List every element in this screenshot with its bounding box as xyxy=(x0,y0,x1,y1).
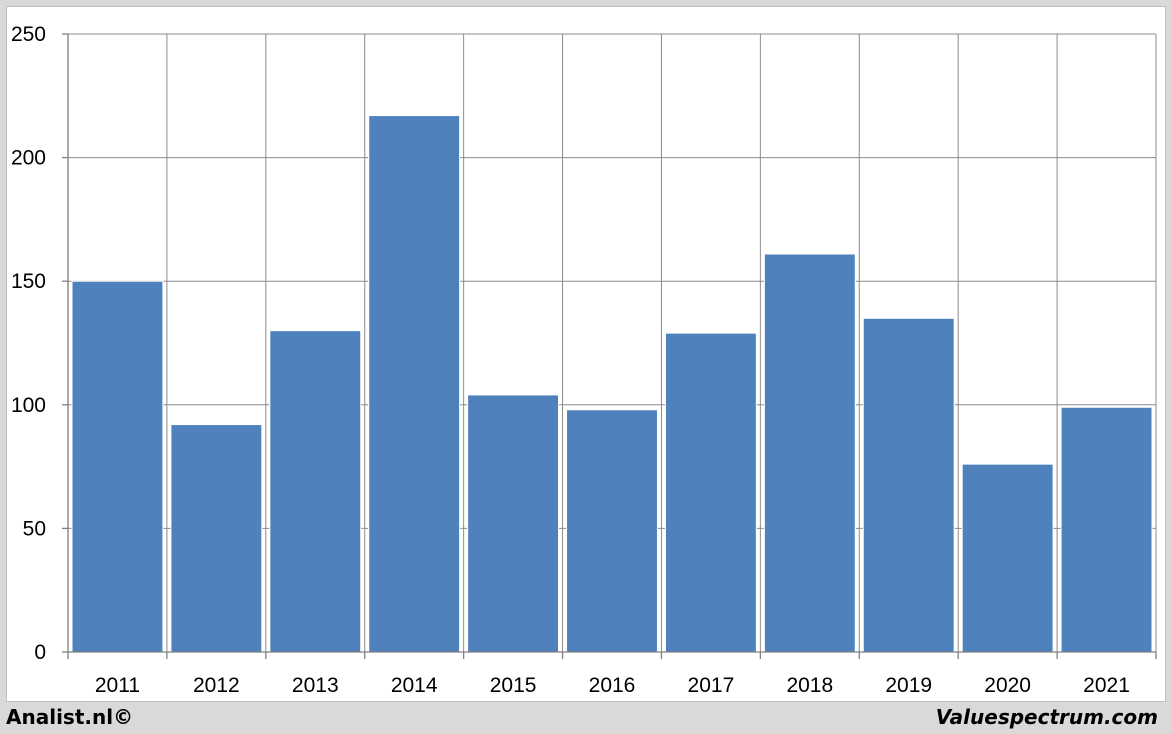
x-tick-label: 2011 xyxy=(95,674,140,697)
bar-2014 xyxy=(368,115,461,653)
x-tick-label: 2012 xyxy=(193,674,240,697)
bar-2013 xyxy=(269,330,362,653)
bar-2019 xyxy=(862,317,955,653)
x-tick-label: 2018 xyxy=(786,674,833,697)
x-tick-label: 2013 xyxy=(292,674,339,697)
bar-2017 xyxy=(664,332,757,653)
bar-2015 xyxy=(467,394,560,653)
x-tick-label: 2015 xyxy=(490,674,537,697)
bar-2020 xyxy=(961,463,1054,653)
y-tick-label: 50 xyxy=(23,517,46,540)
bars xyxy=(71,115,1153,653)
y-tick-label: 0 xyxy=(34,641,46,664)
bar-2021 xyxy=(1060,406,1153,653)
bar-2011 xyxy=(71,280,164,653)
footer-credit-left: Analist.nl© xyxy=(6,705,134,729)
x-tick-label: 2014 xyxy=(391,674,438,697)
x-tick-label: 2019 xyxy=(885,674,932,697)
x-tick-label: 2017 xyxy=(688,674,735,697)
bar-2018 xyxy=(763,253,856,653)
y-tick-label: 200 xyxy=(11,147,46,170)
y-tick-label: 150 xyxy=(11,270,46,293)
bar-2012 xyxy=(170,424,263,653)
axes xyxy=(62,33,1157,659)
footer-credit-right: Valuespectrum.com xyxy=(935,705,1158,729)
y-tick-label: 250 xyxy=(11,23,46,46)
x-tick-label: 2020 xyxy=(984,674,1031,697)
bar-2016 xyxy=(566,409,658,653)
x-tick-label: 2016 xyxy=(589,674,636,697)
tick-labels: 0 50 100 150 200 250 2011 2012 2013 2014 2015 2016 2… xyxy=(11,23,1130,697)
y-tick-label: 100 xyxy=(11,394,46,417)
x-tick-label: 2021 xyxy=(1083,674,1130,697)
